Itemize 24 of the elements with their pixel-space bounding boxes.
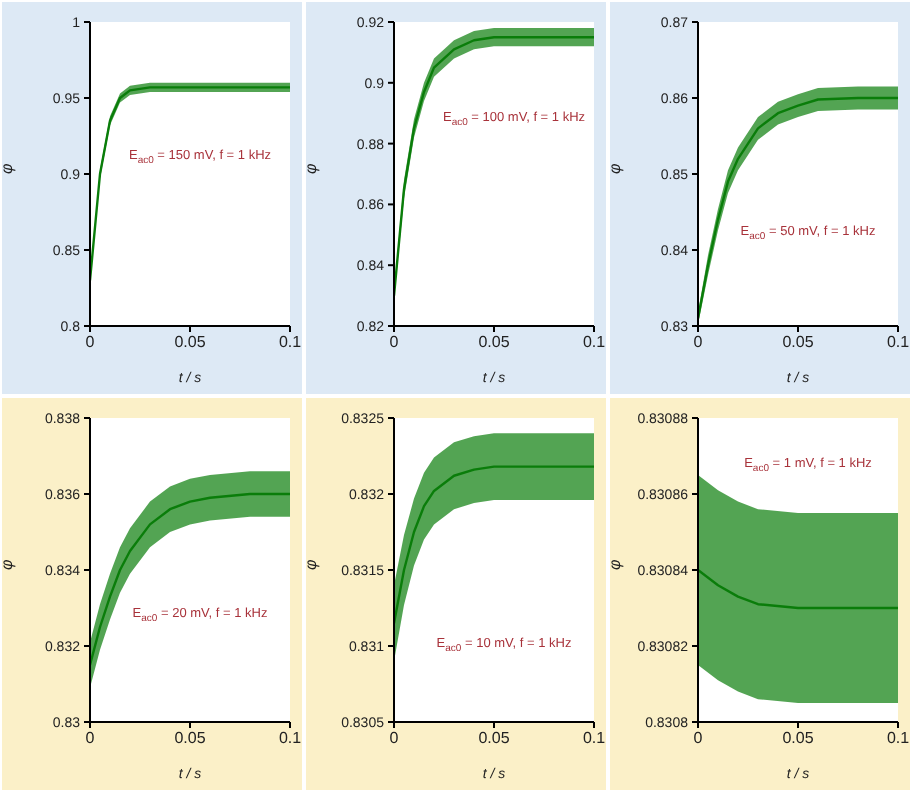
x-tick-label: 0	[85, 333, 96, 352]
y-axis-title: φ	[301, 559, 320, 570]
x-tick-label: 0.05	[782, 729, 815, 748]
x-tick-label: 0	[693, 333, 704, 352]
y-axis-title: φ	[0, 559, 16, 570]
x-tick-label: 0.1	[886, 333, 911, 352]
x-tick-label: 0.05	[478, 729, 511, 748]
x-tick-label: 0	[389, 729, 400, 748]
x-tick-label: 0.1	[278, 333, 303, 352]
x-tick-label: 0.05	[478, 333, 511, 352]
x-tick-label: 0	[693, 729, 704, 748]
x-tick-label: 0	[85, 729, 96, 748]
x-tick-label: 0.05	[782, 333, 815, 352]
x-tick-label: 0.1	[278, 729, 303, 748]
x-tick-label: 0.05	[174, 333, 207, 352]
y-axis-title: φ	[605, 559, 624, 570]
y-axis-title: φ	[605, 163, 624, 174]
x-tick-label: 0.1	[582, 333, 607, 352]
y-axis-title: φ	[301, 163, 320, 174]
x-tick-label: 0.1	[886, 729, 911, 748]
x-tick-label: 0	[389, 333, 400, 352]
x-tick-label: 0.05	[174, 729, 207, 748]
x-tick-label: 0.1	[582, 729, 607, 748]
y-axis-title: φ	[0, 163, 16, 174]
